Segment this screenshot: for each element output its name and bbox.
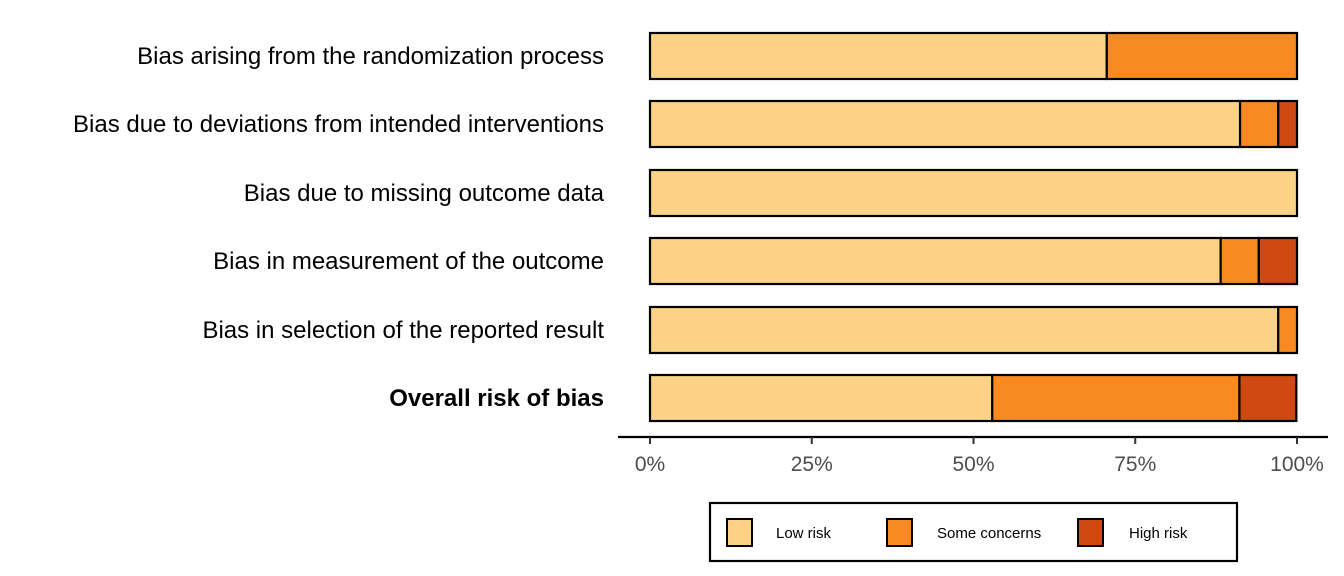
bar-segment-low-risk-row-3 xyxy=(648,168,1299,218)
x-tick-label: 25% xyxy=(791,453,833,476)
legend-swatch-high-risk xyxy=(1077,518,1104,547)
bar-segment-some-concerns-row-1 xyxy=(1105,31,1299,81)
bars-group xyxy=(648,31,1299,423)
category-labels-group: Bias arising from the randomization proc… xyxy=(73,43,605,412)
bar-segment-high-risk-row-4 xyxy=(1257,236,1299,286)
legend-swatch-low-risk xyxy=(726,518,753,547)
legend-label-some-concerns: Some concerns xyxy=(937,525,1041,542)
category-label-bias-in-selection-of-the-reported-result: Bias in selection of the reported result xyxy=(202,317,604,344)
bar-segment-high-risk-row-6 xyxy=(1238,373,1298,423)
bar-segment-low-risk-row-6 xyxy=(648,373,994,423)
bar-segment-low-risk-row-4 xyxy=(648,236,1222,286)
x-tick-label: 0% xyxy=(635,453,665,476)
category-label-bias-due-to-missing-outcome-data: Bias due to missing outcome data xyxy=(244,180,605,207)
category-label-bias-arising-from-the-randomization-process: Bias arising from the randomization proc… xyxy=(137,43,604,70)
bar-segment-some-concerns-row-2 xyxy=(1238,99,1280,149)
x-axis: 0% 25% 50% 75% 100% xyxy=(618,435,1328,476)
legend-label-high-risk: High risk xyxy=(1129,525,1188,542)
bar-segment-low-risk-row-2 xyxy=(648,99,1242,149)
legend-label-low-risk: Low risk xyxy=(776,525,832,542)
bar-segment-low-risk-row-5 xyxy=(648,305,1280,355)
category-label-bias-in-measurement-of-the-outcome: Bias in measurement of the outcome xyxy=(213,248,604,275)
x-tick-label: 75% xyxy=(1114,453,1156,476)
legend: Low risk Some concerns High risk xyxy=(708,501,1239,563)
category-label-bias-due-to-deviations-from-intended-interventions: Bias due to deviations from intended int… xyxy=(73,111,604,138)
legend-swatch-some-concerns xyxy=(886,518,913,547)
legend-box xyxy=(708,501,1239,563)
x-tick-label: 50% xyxy=(952,453,994,476)
category-label-overall-risk-of-bias: Overall risk of bias xyxy=(389,385,604,412)
bar-segment-some-concerns-row-6 xyxy=(991,373,1241,423)
bar-segment-some-concerns-row-4 xyxy=(1219,236,1260,286)
bar-segment-high-risk-row-2 xyxy=(1277,99,1299,149)
x-tick-label: 100% xyxy=(1270,453,1324,476)
bar-segment-some-concerns-row-5 xyxy=(1277,305,1299,355)
bar-segment-low-risk-row-1 xyxy=(648,31,1108,81)
